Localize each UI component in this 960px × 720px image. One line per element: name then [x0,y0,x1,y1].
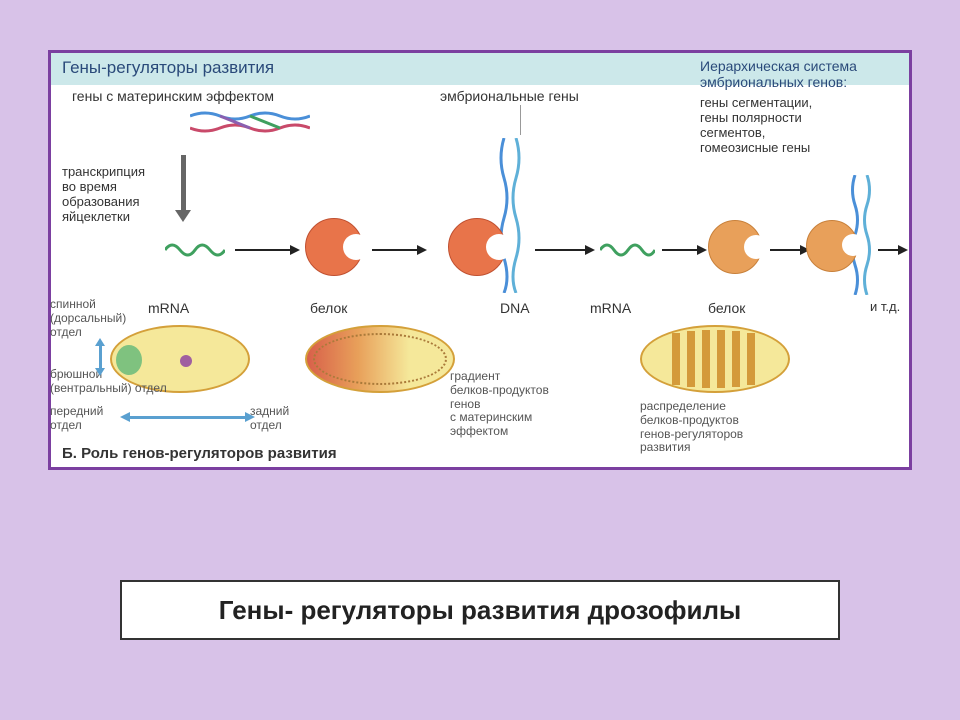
mrna-icon-1 [165,240,225,260]
anterior-label: передний отдел [50,405,103,433]
hierarchy-list: гены сегментации, гены полярности сегмен… [700,96,900,156]
protein-icon-2 [708,220,762,274]
embryonic-leader [520,105,521,135]
ap-axis-arrow [120,412,255,422]
mrna-icon-2 [600,240,655,260]
embryonic-genes-label: эмбриональные гены [440,88,579,104]
flow-arrow-2 [372,245,427,255]
maternal-genes-label: гены с материнским эффектом [72,88,274,104]
transcription-label: транскрипция во время образования яйцекл… [62,165,145,225]
flow-arrow-4 [662,245,707,255]
dna-label: DNA [500,300,530,316]
protein-bound-icon-2 [806,220,858,272]
flow-arrow-1 [235,245,300,255]
hierarchy-title: Иерархическая система эмбриональных гено… [700,58,900,90]
flow-arrow-3 [535,245,595,255]
caption-box: Гены- регуляторы развития дрозофилы [120,580,840,640]
gradient-label: градиент белков-продуктов генов с матери… [450,370,549,439]
protein-icon-1 [305,218,363,276]
flow-arrow-6 [878,245,908,255]
egg-stage-3 [640,325,790,393]
ventral-label: брюшной (вентральный) отдел [50,368,167,396]
egg-stage-2 [305,325,455,393]
transcription-arrow [175,155,191,222]
flow-arrow-5 [770,245,810,255]
dv-axis-arrow [95,338,105,376]
main-heading: Гены-регуляторы развития [62,58,274,78]
protein-label-1: белок [310,300,347,316]
protein-label-2: белок [708,300,745,316]
dorsal-label: спинной (дорсальный) отдел [50,298,126,339]
distribution-label: распределение белков-продуктов генов-рег… [640,400,743,455]
maternal-dna-icon [190,110,310,134]
section-b-heading: Б. Роль генов-регуляторов развития [62,445,337,462]
mrna-label-2: mRNA [590,300,631,316]
posterior-label: задний отдел [250,405,289,433]
protein-bound-icon-1 [448,218,506,276]
mrna-label-1: mRNA [148,300,189,316]
etc-label: и т.д. [870,300,900,315]
caption-text: Гены- регуляторы развития дрозофилы [219,595,741,626]
